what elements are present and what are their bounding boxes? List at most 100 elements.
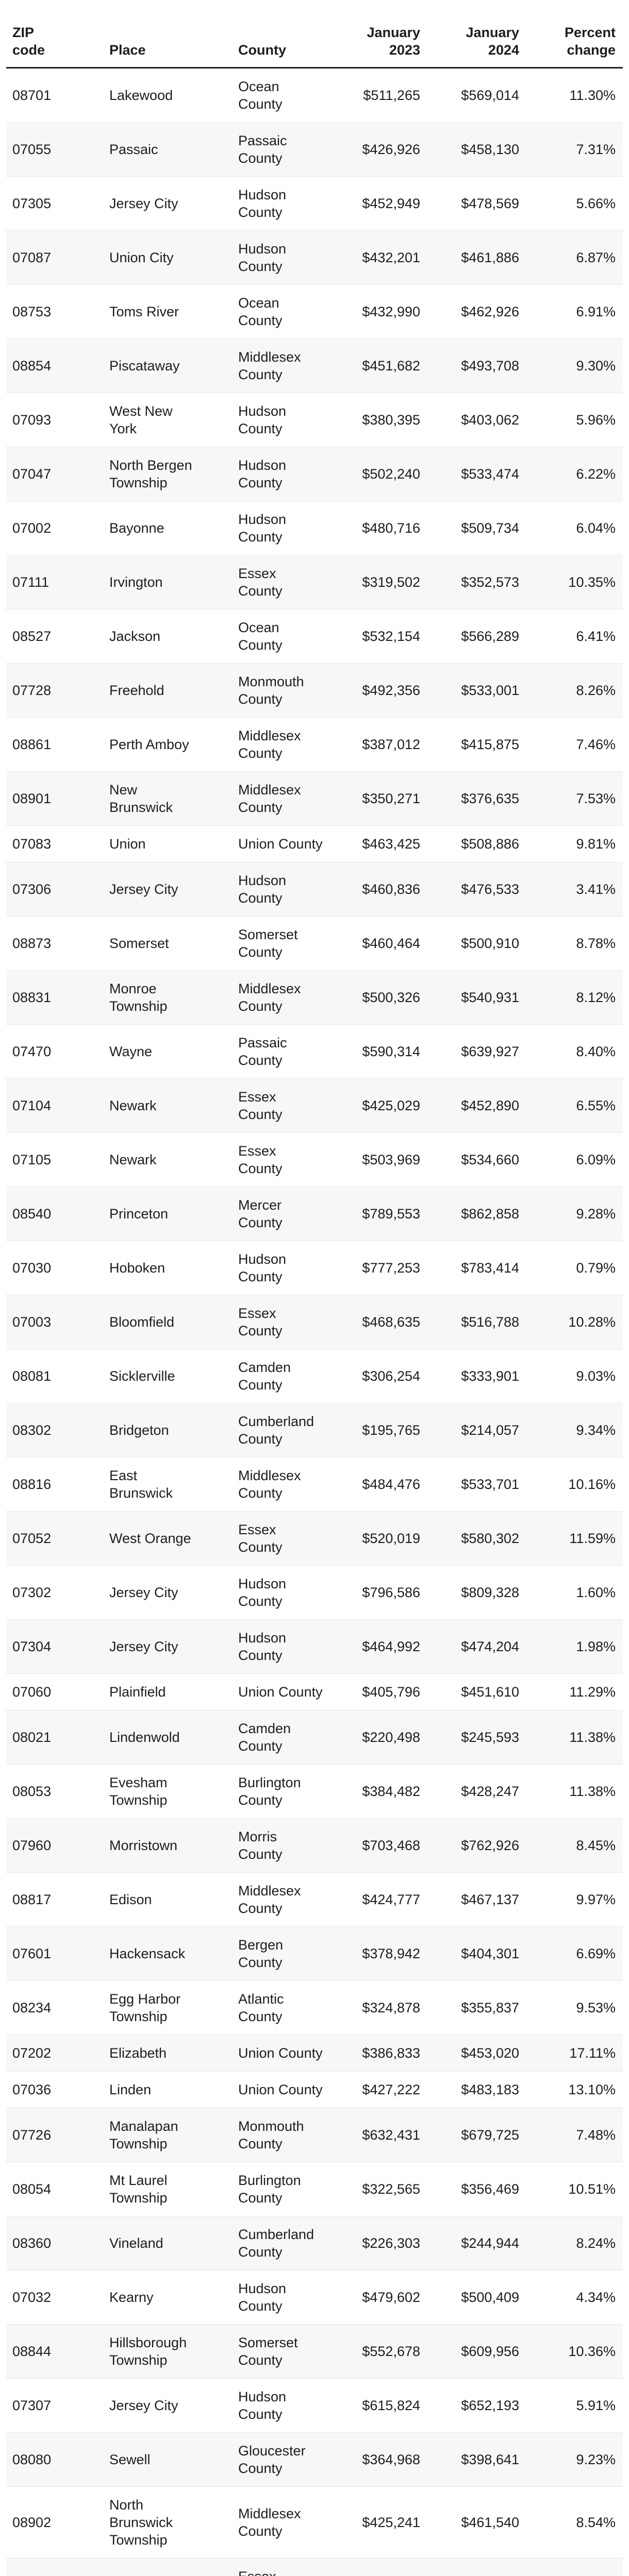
- cell-zip-code: 07111: [6, 555, 109, 609]
- cell-county: Essex County: [238, 555, 326, 609]
- table-row: 07307 Jersey City Hudson County $615,824…: [6, 2378, 623, 2433]
- cell-percent-change: 11.30%: [569, 88, 616, 103]
- cell-county: Middlesex County: [238, 771, 326, 826]
- cell-county: Hudson County: [238, 1241, 326, 1295]
- cell-county: Union County: [238, 2035, 326, 2072]
- table-row: 07030 Hoboken Hudson County $777,253 $78…: [6, 1241, 623, 1295]
- cell-place: Passaic: [109, 122, 238, 177]
- cell-january-2023: $532,154: [326, 609, 420, 664]
- cell-january-2023: $424,777: [326, 1872, 420, 1927]
- cell-zip-code: 08080: [6, 2432, 109, 2487]
- cell-percent-change: 7.48%: [519, 2108, 623, 2162]
- cell-zip-code: 07083: [6, 825, 109, 862]
- col-header-percent-change: Percent change: [519, 0, 623, 69]
- cell-january-2023: $195,765: [326, 1403, 420, 1458]
- cell-january-2023: $386,833: [326, 2035, 420, 2072]
- cell-zip-code: 07470: [6, 1024, 109, 1079]
- cell-zip-code: 08527: [6, 609, 109, 664]
- cell-county: Essex County: [238, 1295, 326, 1349]
- cell-percent-change: 8.40%: [519, 1024, 623, 1079]
- cell-percent-change: 6.87%: [519, 230, 623, 285]
- cell-county: Hudson County: [238, 862, 326, 917]
- cell-january-2023: $384,482: [326, 1764, 420, 1819]
- cell-place: Jersey City: [109, 176, 238, 231]
- cell-percent-change: 1.60%: [519, 1565, 623, 1620]
- cell-january-2023: $324,878: [326, 1980, 420, 2035]
- cell-zip-code: 08901: [6, 771, 109, 826]
- cell-percent-change: 6.04%: [519, 501, 623, 555]
- cell-percent-change: 9.23%: [519, 2432, 623, 2487]
- cell-january-2023: $502,240: [326, 447, 420, 501]
- cell-percent-change: 4.34%: [519, 2270, 623, 2325]
- table-row: 07093 West New York Hudson County $380,3…: [6, 393, 623, 447]
- cell-percent-change: 6.69%: [519, 1926, 623, 1981]
- cell-january-2024: $500,409: [420, 2270, 519, 2325]
- cell-place: Princeton: [109, 1187, 238, 1241]
- cell-january-2023: $319,502: [326, 555, 420, 609]
- cell-zip-code: 08817: [6, 1872, 109, 1927]
- cell-county: Essex County: [238, 2558, 326, 2576]
- cell-january-2023: $322,565: [326, 2162, 420, 2216]
- cell-place: Newark: [109, 2558, 238, 2576]
- cell-county: Camden County: [238, 1710, 326, 1765]
- cell-place: East Brunswick: [109, 1457, 238, 1512]
- cell-january-2023: $460,464: [326, 916, 420, 971]
- cell-zip-code: 07202: [6, 2035, 109, 2072]
- cell-zip-code: 07055: [6, 122, 109, 177]
- cell-zip-code: 07093: [6, 393, 109, 447]
- cell-percent-change: 0.79%: [519, 1241, 623, 1295]
- cell-january-2024: $476,533: [420, 862, 519, 917]
- cell-january-2024: $533,001: [420, 663, 519, 718]
- cell-place: Plainfield: [109, 1673, 238, 1710]
- table-row: 08844 Hillsborough Township Somerset Cou…: [6, 2324, 623, 2379]
- cell-zip-code: 07307: [6, 2378, 109, 2433]
- col-header-percent-change-label: Percent change: [564, 25, 616, 58]
- cell-zip-code: 07002: [6, 501, 109, 555]
- cell-january-2023: $425,029: [326, 1078, 420, 1133]
- cell-percent-change: 9.28%: [519, 1187, 623, 1241]
- cell-january-2024: $569,014: [461, 88, 519, 103]
- cell-january-2023: $703,468: [326, 1818, 420, 1873]
- table-row: 08753 Toms River Ocean County $432,990 $…: [6, 284, 623, 339]
- cell-place: West Orange: [109, 1511, 238, 1566]
- cell-place: Morristown: [109, 1818, 238, 1873]
- cell-percent-change: 9.53%: [519, 1980, 623, 2035]
- cell-january-2023: $632,431: [326, 2108, 420, 2162]
- cell-january-2024: $461,540: [420, 2486, 519, 2558]
- col-header-county-label: County: [238, 42, 286, 58]
- cell-place: Edison: [109, 1872, 238, 1927]
- cell-january-2024: $458,130: [420, 122, 519, 177]
- cell-percent-change: 8.45%: [519, 1818, 623, 1873]
- cell-percent-change: 11.29%: [519, 1673, 623, 1710]
- cell-percent-change: 9.97%: [519, 1872, 623, 1927]
- cell-percent-change: 4.68%: [519, 2558, 623, 2576]
- cell-place: Union: [109, 825, 238, 862]
- cell-january-2024: $500,910: [420, 916, 519, 971]
- cell-january-2023: $460,836: [326, 862, 420, 917]
- table-row: 08080 Sewell Gloucester County $364,968 …: [6, 2432, 623, 2487]
- cell-place: Mt Laurel Township: [109, 2162, 238, 2216]
- cell-january-2024: $356,469: [420, 2162, 519, 2216]
- cell-county: Gloucester County: [238, 2432, 326, 2487]
- cell-january-2024: $679,725: [420, 2108, 519, 2162]
- table-row: 08302 Bridgeton Cumberland County $195,7…: [6, 1403, 623, 1458]
- cell-zip-code: 08302: [6, 1403, 109, 1458]
- table-row: 08831 Monroe Township Middlesex County $…: [6, 970, 623, 1025]
- cell-january-2023: $615,824: [326, 2378, 420, 2433]
- cell-county: Middlesex County: [238, 717, 326, 772]
- cell-county: Cumberland County: [238, 1403, 326, 1458]
- cell-percent-change: 10.36%: [519, 2324, 623, 2379]
- cell-county: Essex County: [238, 1511, 326, 1566]
- cell-zip-code: 08540: [6, 1187, 109, 1241]
- cell-january-2024: $403,062: [420, 393, 519, 447]
- table-row: 07470 Wayne Passaic County $590,314 $639…: [6, 1024, 623, 1079]
- cell-county: Hudson County: [238, 1565, 326, 1620]
- table-row: 08234 Egg Harbor Township Atlantic Count…: [6, 1980, 623, 2035]
- col-header-january-2023: January 2023: [326, 0, 420, 69]
- cell-percent-change: 9.34%: [519, 1403, 623, 1458]
- col-header-zip-code-label: ZIP code: [12, 25, 45, 58]
- table-row: 07002 Bayonne Hudson County $480,716 $50…: [6, 501, 623, 555]
- table-row: 07601 Hackensack Bergen County $378,942 …: [6, 1926, 623, 1981]
- cell-january-2023: $425,241: [326, 2486, 420, 2558]
